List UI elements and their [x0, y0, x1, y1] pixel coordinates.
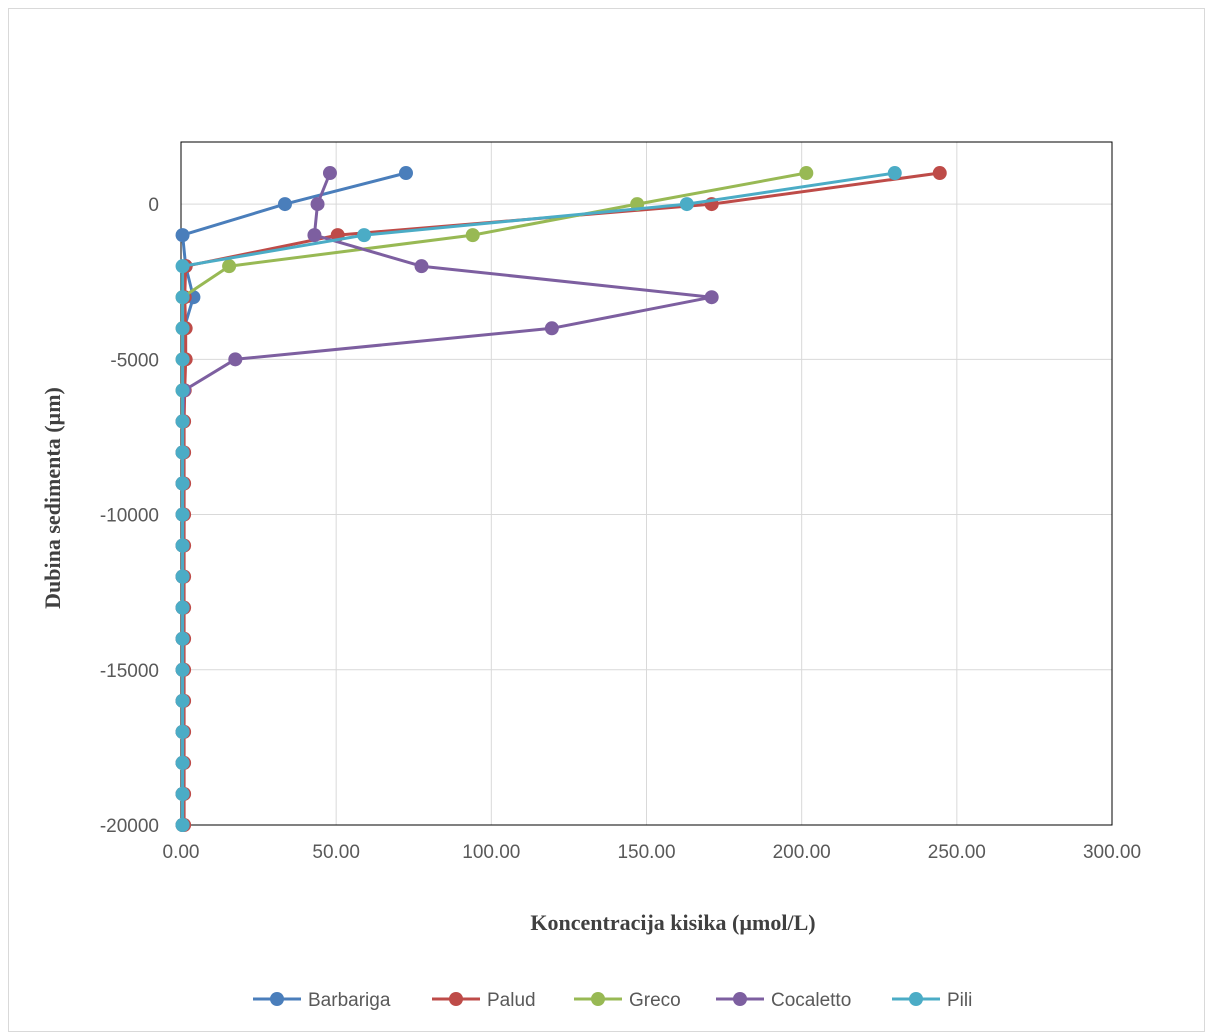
data-point-pili [175, 631, 190, 646]
legend-marker-barbariga [270, 992, 284, 1006]
legend-marker-palud [449, 992, 463, 1006]
series-line-palud [182, 171, 941, 825]
y-axis-ticks: 0 -5000 -10000 -15000 -20000 [100, 195, 159, 837]
series-group [175, 166, 947, 832]
data-point-barbariga [398, 166, 413, 181]
data-point-pili [175, 290, 190, 305]
x-tick-label: 100.00 [462, 842, 520, 863]
data-point-pili [175, 569, 190, 584]
data-point-palud [932, 166, 947, 181]
data-point-pili [175, 476, 190, 491]
x-tick-label: 150.00 [617, 842, 675, 863]
series-line-barbariga [181, 171, 407, 825]
series-line-pili [181, 171, 896, 825]
data-point-cocaletto [228, 352, 243, 367]
series-barbariga [175, 166, 413, 832]
legend-label-greco: Greco [629, 990, 681, 1011]
legend-item-pili: Pili [892, 990, 972, 1011]
series-line-cocaletto [181, 172, 714, 825]
data-point-pili [175, 724, 190, 739]
data-point-pili [175, 662, 190, 677]
data-point-pili [175, 600, 190, 615]
legend-label-palud: Palud [487, 990, 536, 1011]
data-point-pili [175, 383, 190, 398]
x-axis-ticks: 0.00 50.00 100.00 150.00 200.00 250.00 300.00 [163, 842, 1142, 863]
series-greco [175, 166, 814, 832]
series-palud [177, 166, 947, 832]
y-tick-label: -15000 [100, 661, 159, 682]
data-point-cocaletto [307, 228, 322, 243]
series-cocaletto [175, 166, 719, 832]
x-tick-label: 50.00 [312, 842, 360, 863]
legend-label-pili: Pili [947, 990, 972, 1011]
legend-item-barbariga: Barbariga [253, 990, 391, 1011]
y-tick-label: -20000 [100, 816, 159, 837]
data-point-pili [175, 786, 190, 801]
data-point-pili [175, 321, 190, 336]
x-axis-title: Koncentracija kisika (µmol/L) [530, 910, 815, 935]
data-point-pili [175, 445, 190, 460]
data-point-cocaletto [544, 321, 559, 336]
series-pili [175, 166, 902, 832]
data-point-pili [175, 693, 190, 708]
data-point-pili [175, 414, 190, 429]
data-point-pili [679, 197, 694, 212]
series-line-greco [181, 171, 807, 825]
legend-marker-greco [591, 992, 605, 1006]
legend-marker-cocaletto [733, 992, 747, 1006]
x-tick-label: 300.00 [1083, 842, 1141, 863]
data-point-pili [887, 166, 902, 181]
legend-item-palud: Palud [432, 990, 536, 1011]
legend-item-greco: Greco [574, 990, 681, 1011]
data-point-pili [357, 228, 372, 243]
y-tick-label: -5000 [110, 350, 159, 371]
chart-frame [8, 8, 1205, 1032]
data-point-pili [175, 818, 190, 832]
x-tick-label: 0.00 [163, 842, 200, 863]
legend-item-cocaletto: Cocaletto [716, 990, 851, 1011]
legend-label-cocaletto: Cocaletto [771, 990, 851, 1011]
legend-marker-pili [909, 992, 923, 1006]
x-tick-label: 200.00 [773, 842, 831, 863]
y-tick-label: 0 [148, 195, 159, 216]
data-point-greco [222, 259, 237, 274]
data-point-cocaletto [414, 259, 429, 274]
data-point-greco [799, 166, 814, 181]
data-point-pili [175, 352, 190, 367]
data-point-pili [175, 538, 190, 553]
data-point-cocaletto [310, 197, 325, 212]
data-point-pili [175, 259, 190, 274]
data-point-barbariga [277, 197, 292, 212]
legend-label-barbariga: Barbariga [308, 990, 391, 1011]
data-point-barbariga [175, 228, 190, 243]
y-tick-label: -10000 [100, 506, 159, 527]
y-axis-title: Dubina sedimenta (µm) [40, 387, 65, 609]
x-tick-label: 250.00 [928, 842, 986, 863]
data-point-pili [175, 507, 190, 522]
grid-lines [181, 142, 1113, 825]
data-point-cocaletto [322, 166, 337, 181]
data-point-cocaletto [704, 290, 719, 305]
data-point-greco [465, 228, 480, 243]
data-point-pili [175, 755, 190, 770]
legend: Barbariga Palud Greco Cocaletto Pili [253, 990, 972, 1011]
